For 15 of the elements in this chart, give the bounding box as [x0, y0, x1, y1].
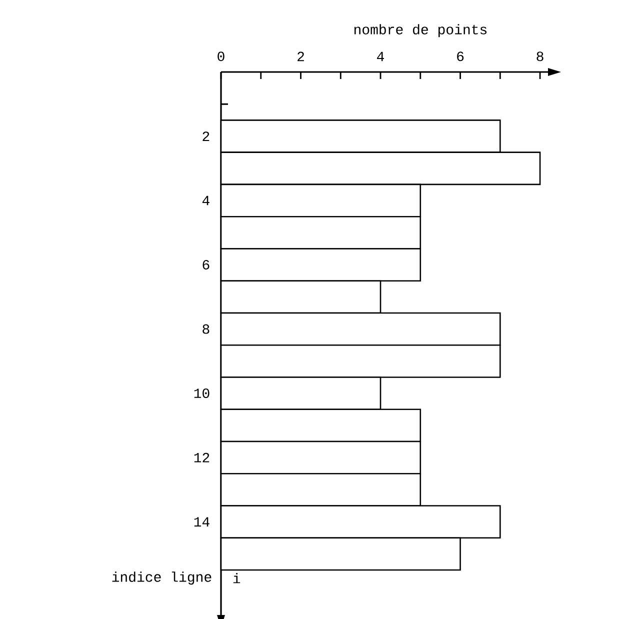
y-axis-title: indice ligne [112, 572, 212, 585]
x-tick-label: 0 [218, 52, 224, 62]
x-tick-label: 8 [536, 52, 544, 62]
y-tick-label: 14 [194, 517, 210, 526]
y-tick-label: 2 [202, 132, 210, 141]
y-tick-label: 12 [194, 452, 210, 462]
x-tick-label: 2 [298, 52, 304, 62]
y-tick-label: 4 [202, 196, 210, 206]
y-tick-label: 6 [202, 260, 210, 270]
annotation: i [233, 573, 240, 584]
y-tick-label: 10 [194, 388, 210, 398]
x-tick-label: 4 [377, 52, 384, 62]
y-tick-label: 8 [202, 324, 210, 334]
x-axis-title: nombre de points [354, 24, 487, 38]
x-tick-label: 6 [457, 52, 464, 62]
